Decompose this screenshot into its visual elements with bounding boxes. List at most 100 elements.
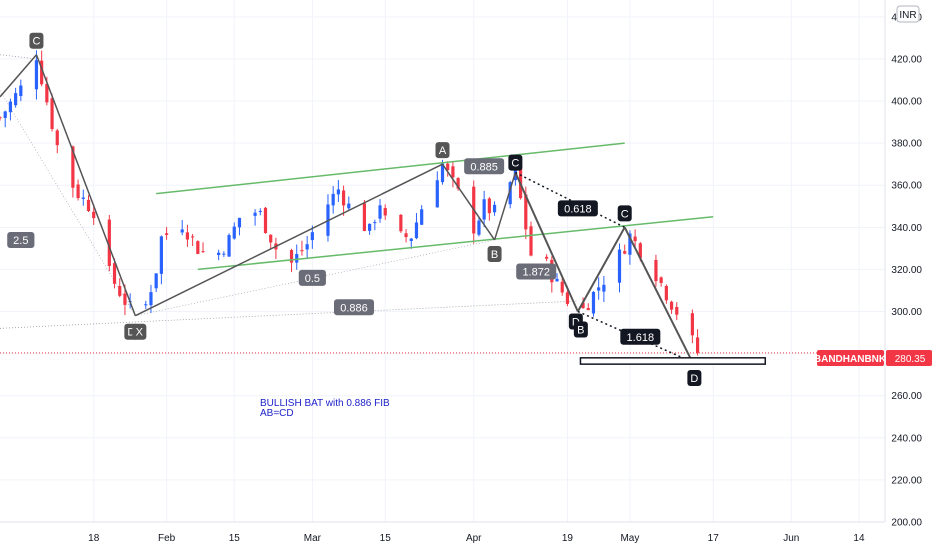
- candle: [690, 309, 694, 344]
- candle: [508, 180, 512, 209]
- svg-text:X: X: [136, 327, 144, 339]
- target-zone: [579, 357, 767, 365]
- y-tick-label: 380.00: [891, 139, 922, 150]
- pattern-labels: CDXABCDBCD2.50.50.8860.8851.8720.6181.61…: [7, 32, 702, 387]
- candle: [669, 300, 674, 314]
- candle: [482, 190, 486, 228]
- pattern-leg: [515, 171, 626, 228]
- candle: [602, 275, 606, 303]
- candle: [118, 278, 122, 298]
- candle: [232, 222, 236, 240]
- svg-text:A: A: [439, 145, 447, 157]
- ratio-line: [0, 300, 578, 329]
- pattern-point-c: C: [508, 154, 523, 171]
- candle: [451, 162, 455, 188]
- candle: [222, 251, 226, 258]
- candle: [555, 273, 559, 282]
- x-tick-label: 15: [380, 533, 392, 544]
- pattern-leg: [577, 310, 693, 363]
- strategy-annotation: BULLISH BAT with 0.886 FIB AB=CD: [260, 398, 390, 419]
- svg-text:0.618: 0.618: [564, 203, 592, 215]
- pattern-point-c: C: [29, 32, 44, 49]
- y-tick-label: 340.00: [891, 223, 922, 234]
- annotation-line-1: BULLISH BAT with 0.886 FIB: [260, 398, 390, 409]
- y-tick-label: 320.00: [891, 265, 922, 276]
- pattern-point-b: B: [487, 245, 502, 262]
- svg-text:C: C: [511, 158, 519, 170]
- candle: [347, 196, 351, 211]
- ratio-label: 0.5: [298, 269, 326, 286]
- candle: [295, 244, 299, 270]
- pattern-lines: [0, 54, 767, 365]
- candle: [654, 254, 658, 287]
- channel-lines: [156, 142, 714, 271]
- svg-text:1.618: 1.618: [627, 332, 655, 344]
- svg-text:C: C: [32, 36, 40, 48]
- pattern-leg: [35, 54, 137, 316]
- pattern-leg: [514, 172, 579, 312]
- candle: [477, 217, 481, 237]
- candle: [159, 235, 163, 285]
- pattern-point-c: C: [617, 205, 632, 222]
- x-tick-label: Mar: [304, 533, 322, 544]
- candle: [8, 98, 13, 121]
- pattern-point-x: X: [132, 323, 147, 340]
- candle: [492, 201, 497, 216]
- svg-text:0.886: 0.886: [340, 302, 368, 314]
- candle: [362, 200, 367, 232]
- ratio-label: 0.886: [334, 299, 374, 316]
- x-tick-label: 14: [853, 533, 865, 544]
- candle: [331, 185, 335, 214]
- candle: [404, 229, 408, 243]
- ratio-label: 0.885: [464, 158, 505, 175]
- svg-text:B: B: [577, 325, 584, 337]
- candle: [675, 302, 679, 321]
- x-tick-label: Jun: [783, 533, 799, 544]
- symbol-label: BANDHANBNK: [814, 354, 887, 365]
- x-tick-label: 15: [229, 533, 241, 544]
- candle: [633, 229, 637, 249]
- candle: [440, 159, 445, 185]
- candle: [545, 254, 549, 262]
- candle: [269, 234, 273, 249]
- y-tick-label: 200.00: [891, 518, 922, 529]
- svg-text:C: C: [621, 208, 629, 220]
- candle: [107, 214, 111, 272]
- currency-badge[interactable]: INR: [896, 5, 920, 23]
- ratio-label: 2.5: [7, 231, 35, 248]
- candles: [0, 50, 700, 356]
- x-tick-label: 18: [88, 533, 100, 544]
- candle: [50, 93, 54, 132]
- candle: [597, 277, 601, 300]
- candle: [185, 224, 190, 247]
- ratio-line: [0, 54, 37, 60]
- candle: [378, 199, 382, 223]
- candle: [383, 204, 387, 220]
- candle: [154, 273, 158, 293]
- y-tick-label: 400.00: [891, 97, 922, 108]
- candle: [617, 243, 622, 293]
- candle: [336, 180, 340, 202]
- svg-text:0.5: 0.5: [305, 273, 320, 285]
- channel-line: [156, 142, 625, 195]
- candle: [253, 209, 257, 226]
- candle: [34, 50, 39, 100]
- candle: [180, 219, 184, 236]
- x-axis[interactable]: 18 Feb 15 Mar 15 Apr 19 May 17 Jun 14: [0, 521, 885, 544]
- currency-label: INR: [899, 10, 916, 21]
- svg-text:0.885: 0.885: [470, 161, 498, 173]
- y-tick-label: 240.00: [891, 433, 922, 444]
- candle: [368, 223, 372, 235]
- candle: [217, 249, 221, 261]
- candle: [76, 179, 80, 201]
- candle: [164, 227, 169, 240]
- candle: [456, 177, 460, 191]
- candle: [529, 221, 533, 257]
- pattern-leg: [135, 163, 443, 317]
- candle: [659, 276, 663, 287]
- candle: [81, 189, 85, 206]
- symbol-badge: BANDHANBNK: [814, 350, 887, 366]
- candle: [446, 161, 450, 177]
